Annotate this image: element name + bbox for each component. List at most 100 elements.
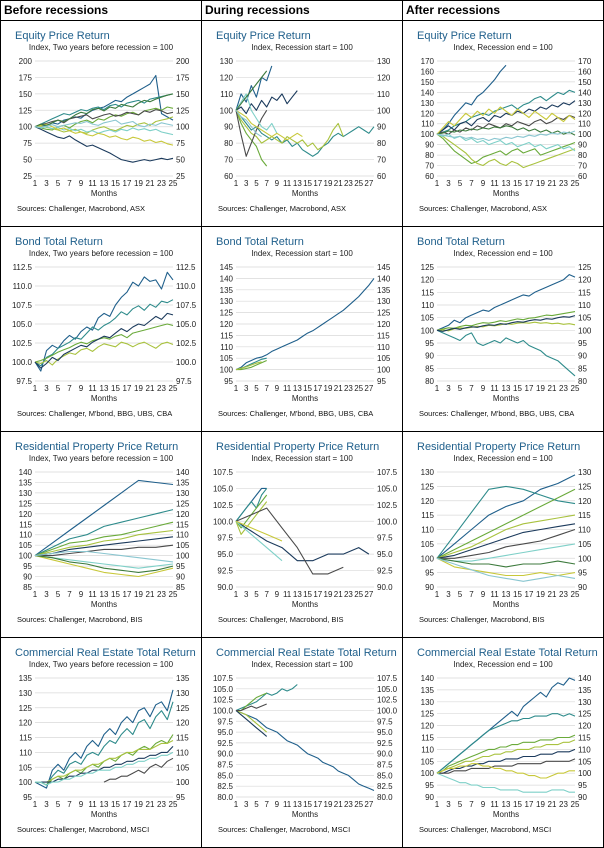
x-tick-label: 5: [458, 384, 463, 393]
series-line: [34, 93, 174, 128]
series-line: [34, 555, 174, 578]
y-tick-label-right: 120: [578, 276, 592, 285]
column-header-during: During recessions: [205, 3, 310, 17]
series-line: [436, 514, 576, 559]
chart-source: Sources: Challenger, Macrobond, BIS: [17, 615, 143, 624]
x-tick-label: 13: [293, 384, 302, 393]
y-tick-label: 100: [421, 130, 435, 139]
series-line: [436, 100, 576, 135]
chart-panel: Residential Property Price Return Index, …: [403, 432, 603, 637]
series-line: [436, 130, 576, 142]
chart-source: Sources: Challenger, Macrobond, ASX: [17, 204, 145, 213]
x-axis-label: Months: [91, 600, 117, 609]
x-tick-label: 17: [525, 800, 534, 809]
x-tick-label: 25: [169, 384, 178, 393]
x-tick-label: 25: [354, 590, 363, 599]
x-tick-label: 17: [123, 590, 132, 599]
y-tick-label-right: 92.5: [377, 739, 393, 748]
y-tick-label-right: 112.5: [176, 263, 196, 272]
y-tick-label-right: 130: [578, 99, 592, 108]
y-tick-label: 105.0: [213, 484, 234, 493]
x-tick-label: 9: [79, 800, 84, 809]
x-tick-label: 21: [334, 179, 343, 188]
x-axis-label: Months: [292, 810, 318, 819]
x-tick-label: 5: [56, 179, 61, 188]
x-tick-label: 23: [559, 384, 568, 393]
y-tick-label-right: 110: [578, 301, 591, 310]
x-tick-label: 17: [313, 800, 322, 809]
y-tick-label-right: 70: [377, 156, 386, 165]
y-tick-label-right: 115: [578, 288, 591, 297]
x-tick-label: 19: [134, 384, 143, 393]
y-tick-label: 80: [425, 377, 434, 386]
chart-panel: Equity Price Return Index, Recession star…: [202, 21, 402, 226]
y-tick-label-right: 105.0: [176, 320, 197, 329]
x-tick-label: 19: [324, 800, 333, 809]
grid-line: [0, 637, 604, 638]
y-tick-label: 105: [421, 314, 435, 323]
x-tick-label: 15: [513, 800, 522, 809]
y-tick-label: 75: [23, 139, 32, 148]
y-tick-label-right: 125: [578, 263, 592, 272]
x-axis-label: Months: [292, 600, 318, 609]
y-tick-label: 95: [224, 377, 233, 386]
x-tick-label: 27: [364, 179, 373, 188]
y-tick-label-right: 115: [176, 520, 189, 529]
x-tick-label: 11: [490, 800, 499, 809]
series-line: [235, 90, 298, 115]
y-tick-label-right: 110: [578, 745, 591, 754]
y-tick-label: 80: [224, 139, 233, 148]
y-tick-label: 100: [19, 123, 33, 132]
x-axis-label: Months: [493, 810, 519, 819]
series-line: [34, 126, 174, 136]
x-tick-label: 21: [146, 590, 155, 599]
y-tick-label: 175: [19, 73, 33, 82]
series-line: [235, 520, 370, 562]
grid-line: [0, 0, 1, 848]
y-tick-label-right: 125: [176, 106, 190, 115]
series-line: [436, 315, 576, 332]
y-tick-label-right: 92.5: [377, 567, 393, 576]
y-tick-label: 105: [220, 354, 234, 363]
x-tick-label: 3: [446, 800, 451, 809]
y-tick-label: 102.5: [213, 501, 234, 510]
y-tick-label-right: 100: [377, 366, 391, 375]
y-tick-label: 25: [23, 172, 32, 181]
series-line: [436, 772, 575, 793]
series-line: [34, 529, 174, 557]
y-tick-label: 110: [19, 748, 32, 757]
y-tick-label: 85: [425, 364, 434, 373]
x-tick-label: 15: [111, 590, 120, 599]
y-tick-label: 135: [220, 286, 234, 295]
y-tick-label-right: 100.0: [377, 517, 398, 526]
y-tick-label: 92.5: [217, 739, 233, 748]
x-tick-label: 5: [458, 590, 463, 599]
y-tick-label-right: 120: [176, 719, 190, 728]
y-tick-label: 107.5: [213, 468, 234, 477]
x-tick-label: 1: [33, 179, 38, 188]
y-tick-label-right: 25: [176, 172, 185, 181]
y-tick-label: 90: [425, 141, 434, 150]
x-tick-label: 1: [234, 590, 239, 599]
series-line: [34, 299, 174, 367]
y-tick-label-right: 120: [377, 320, 391, 329]
x-tick-label: 3: [446, 179, 451, 188]
grid-line: [201, 0, 202, 848]
y-tick-label: 120: [19, 510, 33, 519]
series-line: [34, 479, 174, 557]
y-tick-label-right: 85: [578, 364, 587, 373]
series-line: [35, 544, 174, 557]
x-tick-label: 9: [79, 590, 84, 599]
x-tick-label: 27: [364, 384, 373, 393]
chart-subtitle: Index, Recession end = 100: [453, 249, 553, 258]
y-tick-label: 95: [23, 793, 32, 802]
y-tick-label-right: 130: [578, 698, 592, 707]
y-tick-label: 100.0: [12, 358, 33, 367]
chart-title: Equity Price Return: [15, 30, 110, 42]
chart-source: Sources: Challenger, Macrobond, MSCI: [218, 825, 350, 834]
y-tick-label-right: 90: [578, 141, 587, 150]
y-tick-label-right: 150: [176, 90, 190, 99]
x-tick-label: 17: [123, 179, 132, 188]
y-tick-label-right: 100: [176, 778, 190, 787]
y-tick-label-right: 95.0: [377, 550, 393, 559]
